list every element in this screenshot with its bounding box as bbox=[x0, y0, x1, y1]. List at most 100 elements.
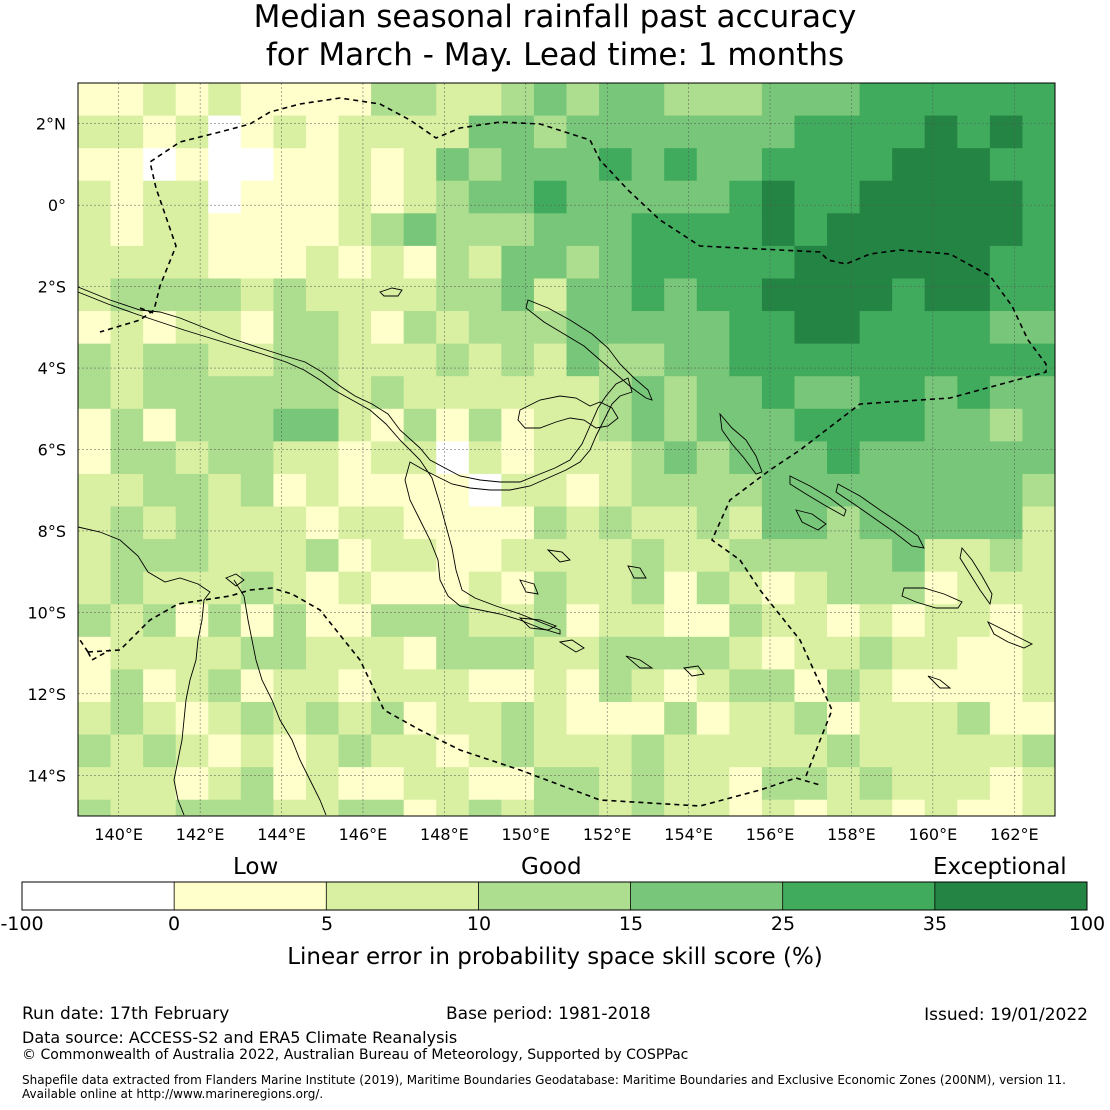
grid-cell bbox=[664, 571, 698, 605]
grid-cell bbox=[468, 604, 502, 638]
grid-cell bbox=[696, 539, 730, 573]
grid-cell bbox=[371, 180, 405, 214]
colorbar bbox=[21, 881, 1088, 911]
grid-cell bbox=[566, 701, 600, 735]
grid-cell bbox=[761, 408, 795, 442]
grid-cell bbox=[468, 636, 502, 670]
grid-cell bbox=[696, 506, 730, 540]
grid-cell bbox=[403, 148, 437, 182]
grid-cell bbox=[892, 343, 926, 377]
grid-cell bbox=[566, 83, 600, 116]
grid-cell bbox=[599, 539, 633, 573]
grid-cell bbox=[761, 701, 795, 735]
grid-cell bbox=[305, 278, 339, 312]
grid-cell bbox=[78, 343, 111, 377]
grid-cell bbox=[468, 180, 502, 214]
grid-cell bbox=[924, 408, 958, 442]
grid-cell bbox=[403, 473, 437, 507]
grid-cell bbox=[761, 767, 795, 801]
grid-cell bbox=[892, 604, 926, 638]
grid-cell bbox=[143, 441, 177, 475]
grid-cell bbox=[533, 604, 567, 638]
grid-cell bbox=[761, 213, 795, 247]
grid-cell bbox=[533, 115, 567, 149]
latitude-tick-label: 2°S bbox=[38, 278, 66, 297]
grid-cell bbox=[859, 180, 893, 214]
grid-cell bbox=[403, 506, 437, 540]
grid-cell bbox=[436, 767, 470, 801]
grid-cell bbox=[273, 245, 307, 279]
grid-cell bbox=[143, 278, 177, 312]
colorbar-segment bbox=[478, 882, 631, 910]
colorbar-segment bbox=[630, 882, 784, 910]
grid-cell bbox=[501, 180, 535, 214]
grid-cell bbox=[175, 83, 209, 116]
grid-cell bbox=[924, 376, 958, 410]
grid-cell bbox=[371, 245, 405, 279]
grid-cell bbox=[566, 148, 600, 182]
grid-cell bbox=[566, 506, 600, 540]
grid-cell bbox=[305, 539, 339, 573]
grid-cell bbox=[110, 441, 144, 475]
shapefile-credit-line-1: Shapefile data extracted from Flanders M… bbox=[22, 1073, 1066, 1087]
grid-cell bbox=[566, 376, 600, 410]
grid-cell bbox=[664, 148, 698, 182]
grid-cell bbox=[761, 115, 795, 149]
grid-cell bbox=[78, 571, 111, 605]
grid-cell bbox=[78, 539, 111, 573]
coastline-manus bbox=[379, 287, 403, 297]
grid-cell bbox=[1022, 767, 1056, 801]
grid-cell bbox=[533, 376, 567, 410]
grid-cell bbox=[631, 343, 665, 377]
grid-cell bbox=[110, 799, 144, 817]
grid-cell bbox=[761, 343, 795, 377]
grid-cell bbox=[175, 441, 209, 475]
grid-cell bbox=[859, 441, 893, 475]
grid-cell bbox=[599, 245, 633, 279]
grid-cell bbox=[827, 83, 860, 116]
longitude-tick-label: 160°E bbox=[909, 825, 958, 844]
grid-cell bbox=[859, 213, 893, 247]
grid-cell bbox=[143, 148, 177, 182]
grid-cell bbox=[533, 213, 567, 247]
grid-cell bbox=[696, 278, 730, 312]
grid-cell bbox=[1022, 408, 1056, 442]
grid-cell bbox=[1022, 506, 1056, 540]
grid-cell bbox=[696, 636, 730, 670]
grid-cell bbox=[989, 115, 1023, 149]
grid-cell bbox=[501, 506, 535, 540]
grid-cell bbox=[371, 506, 405, 540]
grid-cell bbox=[240, 83, 274, 116]
grid-cell bbox=[78, 311, 111, 345]
colorbar-tick: 10 bbox=[466, 913, 492, 935]
grid-cell bbox=[403, 180, 437, 214]
grid-cell bbox=[957, 734, 991, 768]
grid-cell bbox=[989, 571, 1023, 605]
coastline-makira bbox=[986, 620, 1034, 649]
grid-cell bbox=[631, 604, 665, 638]
grid-cell bbox=[827, 115, 860, 149]
grid-cell bbox=[696, 473, 730, 507]
grid-cell bbox=[240, 767, 274, 801]
grid-cell bbox=[859, 571, 893, 605]
colorbar-title: Linear error in probability space skill … bbox=[287, 944, 823, 970]
grid-cell bbox=[924, 539, 958, 573]
grid-cell bbox=[240, 278, 274, 312]
grid-cell bbox=[143, 311, 177, 345]
grid-cell bbox=[371, 213, 405, 247]
coastline-malaita bbox=[959, 546, 993, 606]
grid-cell bbox=[989, 669, 1023, 703]
grid-cell bbox=[957, 441, 991, 475]
grid-cell bbox=[696, 311, 730, 345]
grid-cell bbox=[989, 473, 1023, 507]
grid-cell bbox=[859, 767, 893, 801]
grid-cell bbox=[501, 441, 535, 475]
grid-cell bbox=[892, 180, 926, 214]
grid-cell bbox=[533, 311, 567, 345]
grid-cell bbox=[794, 376, 828, 410]
grid-cell bbox=[273, 83, 307, 116]
grid-cell bbox=[892, 701, 926, 735]
grid-cell bbox=[143, 669, 177, 703]
grid-cell bbox=[403, 343, 437, 377]
